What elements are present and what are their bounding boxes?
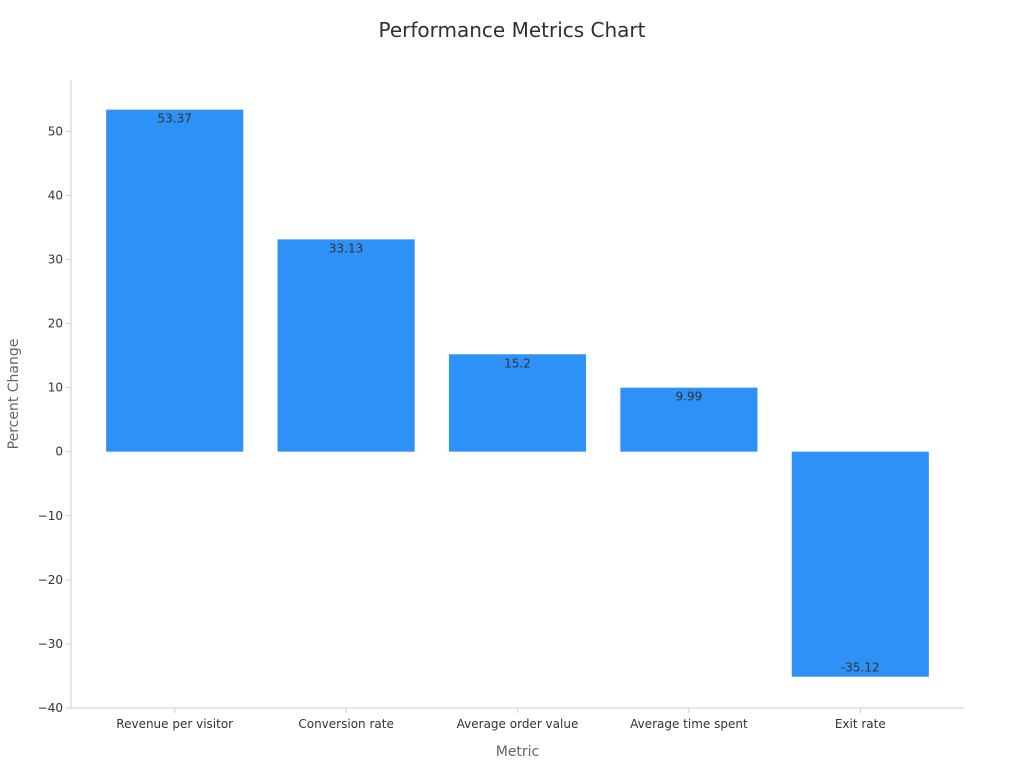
bar-revenue-per-visitor [106,109,244,452]
y-tick-label: 20 [48,317,63,331]
bar-exit-rate [791,451,929,677]
x-tick-label: Revenue per visitor [116,717,233,731]
y-axis-ticks: −40 −30 −20 −10 0 10 20 30 40 50 [38,124,71,715]
x-tick-label: Average time spent [630,717,748,731]
y-tick-label: −30 [38,637,63,651]
y-tick-label: −20 [38,573,63,587]
y-axis-title: Percent Change [6,339,22,450]
y-tick-label: 40 [48,188,63,202]
bars-group: 53.37 33.13 15.2 9.99 -35.12 [106,109,929,677]
bar-conversion-rate [277,239,415,452]
x-axis-title: Metric [496,744,540,760]
y-tick-label: −10 [38,509,63,523]
bar-average-time-spent [620,387,758,452]
bar-data-label: 15.2 [504,356,531,370]
x-tick-label: Conversion rate [298,717,393,731]
bar-data-label: 33.13 [329,241,363,255]
chart-title: Performance Metrics Chart [378,18,646,42]
y-tick-label: 10 [48,381,63,395]
y-tick-label: 30 [48,252,63,266]
x-tick-label: Exit rate [835,717,886,731]
bar-data-label: 9.99 [676,390,703,404]
bar-data-label: -35.12 [841,661,880,675]
y-tick-label: 50 [48,124,63,138]
bar-data-label: 53.37 [158,112,192,126]
x-tick-label: Average order value [457,717,579,731]
y-tick-label: −40 [38,701,63,715]
y-tick-label: 0 [55,445,63,459]
x-axis-ticks: Revenue per visitor Conversion rate Averag… [116,708,886,731]
bar-average-order-value [448,354,587,452]
